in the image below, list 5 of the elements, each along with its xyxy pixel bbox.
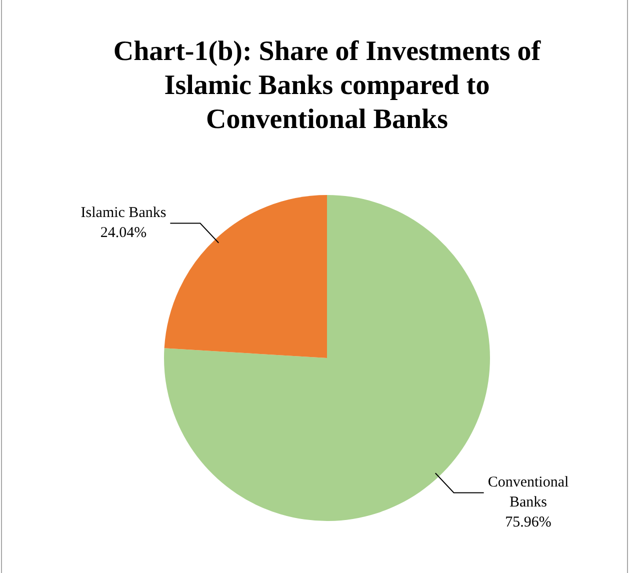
slice-label: Conventional Banks bbox=[488, 474, 569, 511]
slice-label: Islamic Banks bbox=[80, 205, 166, 222]
chart-title: Chart-1(b): Share of Investments of Islamic Banks compared to Conventional Banks bbox=[112, 35, 542, 137]
data-label: 24.04% bbox=[100, 225, 147, 242]
data-label: 75.96% bbox=[505, 514, 552, 531]
